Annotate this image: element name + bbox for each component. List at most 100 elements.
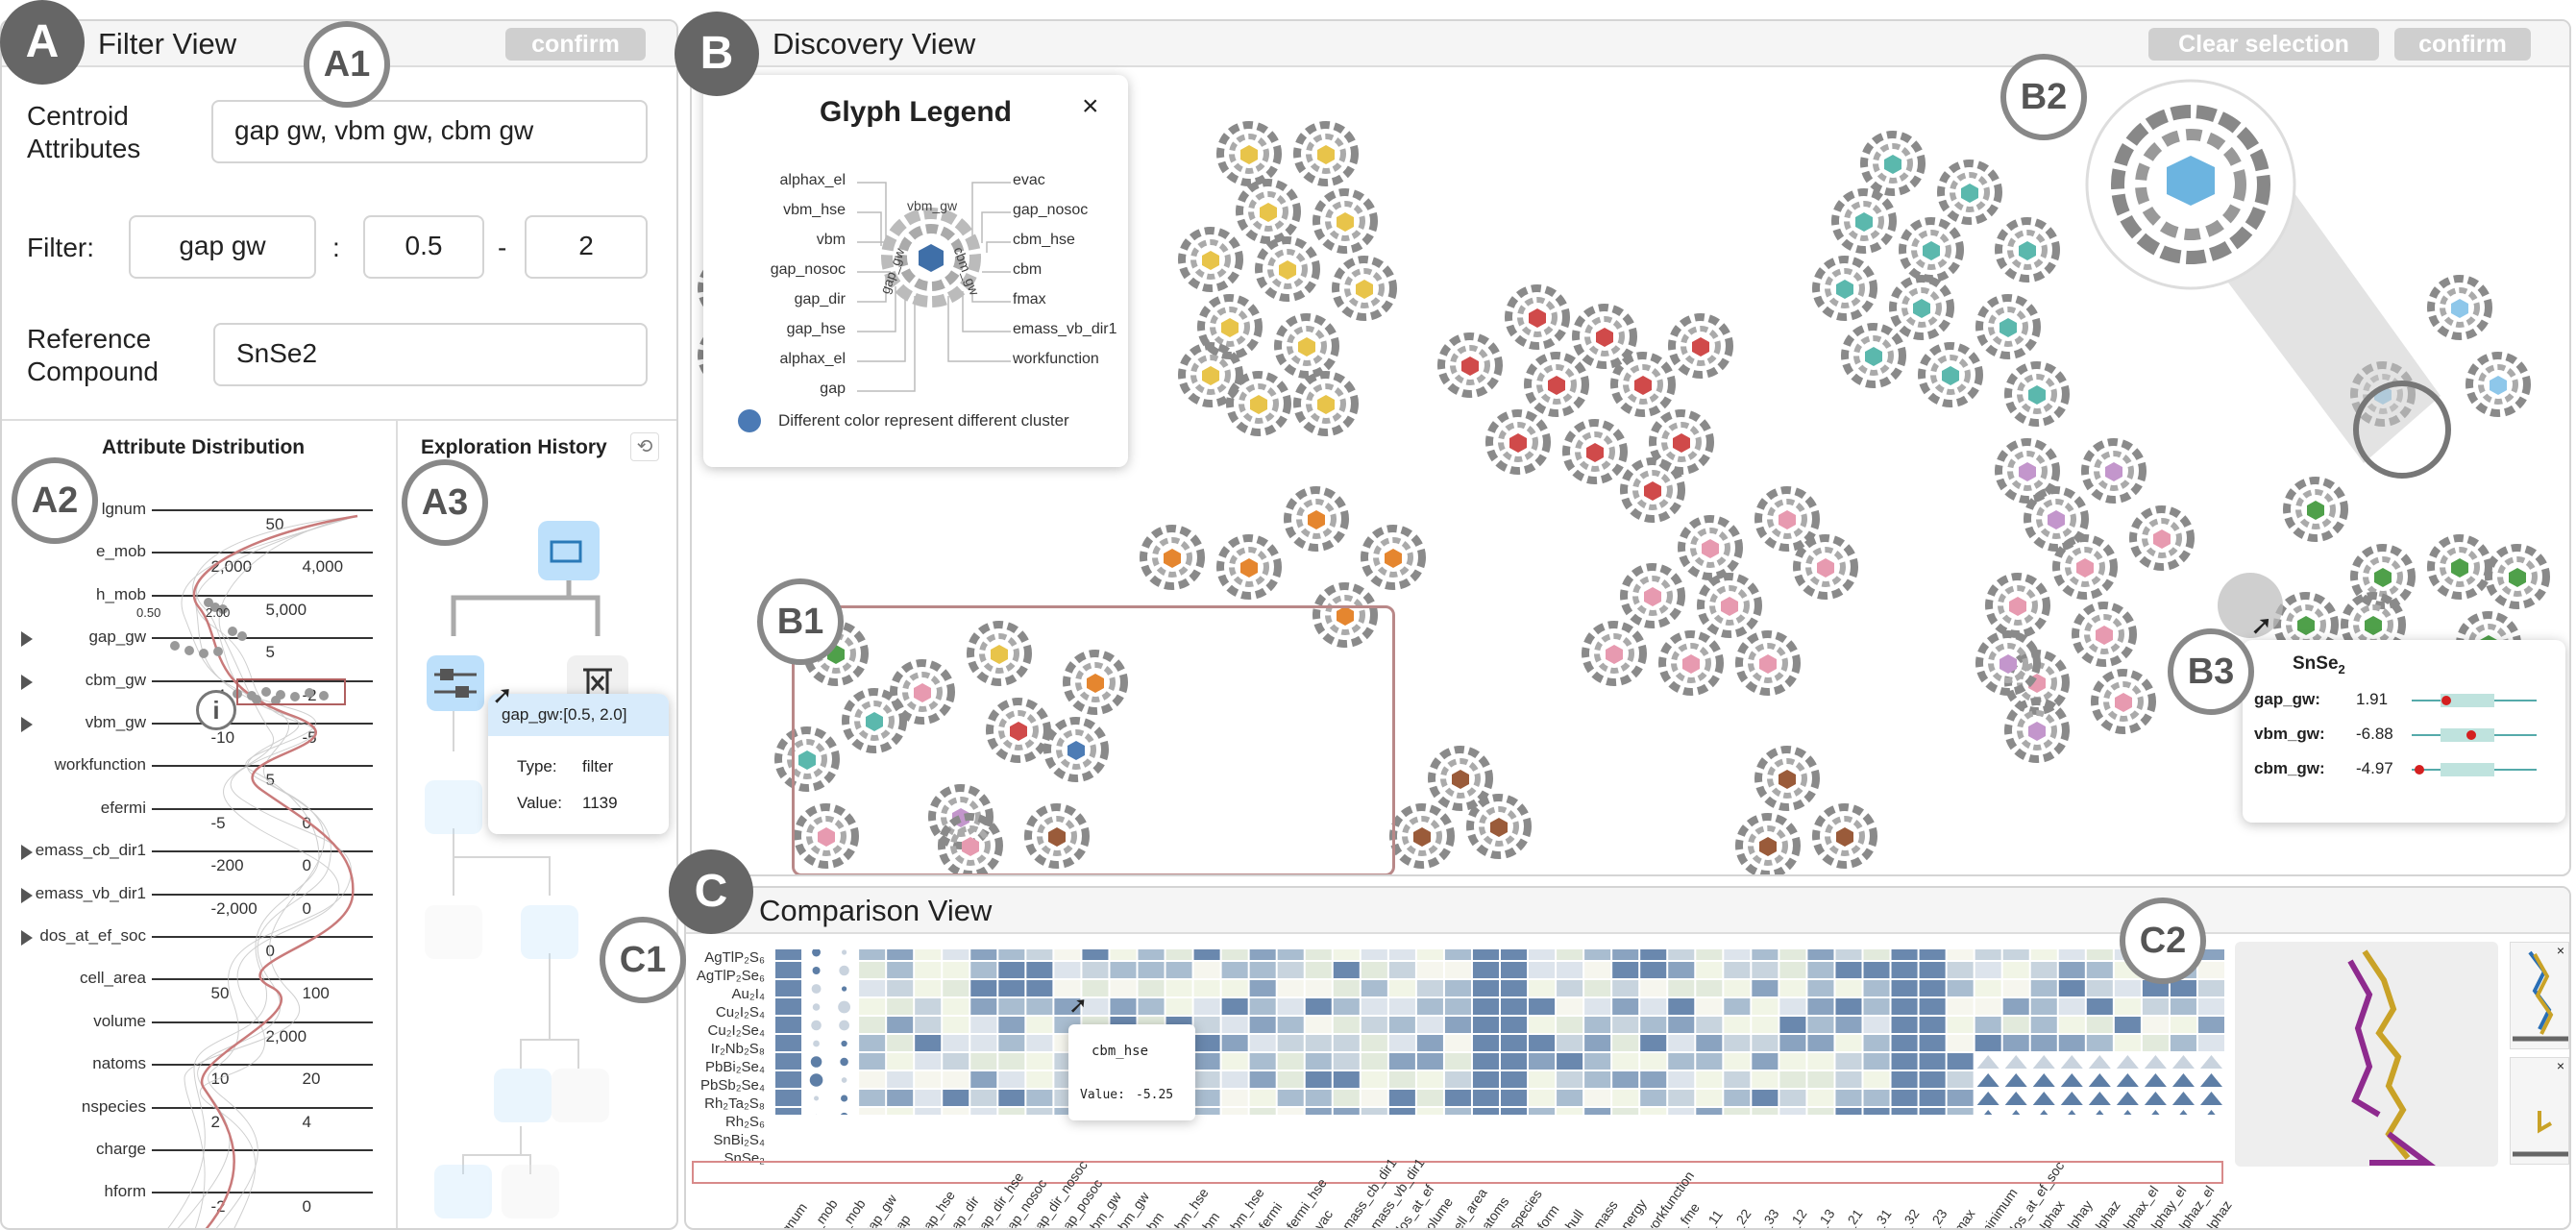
matrix-cell[interactable] (1472, 1071, 1499, 1088)
matrix-cell[interactable] (1529, 1108, 1556, 1115)
matrix-cell[interactable] (1557, 962, 1583, 978)
compound-glyph[interactable] (1197, 294, 1263, 359)
matrix-cell[interactable] (2032, 1073, 2055, 1087)
history-reset-icon[interactable]: ⟲ (630, 432, 659, 461)
matrix-cell[interactable] (1444, 949, 1471, 960)
matrix-cell[interactable] (2199, 1092, 2222, 1105)
matrix-cell[interactable] (839, 965, 849, 976)
matrix-cell[interactable] (1891, 1090, 1918, 1106)
matrix-cell[interactable] (1752, 1053, 1779, 1070)
matrix-cell[interactable] (1863, 1108, 1890, 1115)
expand-axis-icon[interactable] (21, 887, 33, 903)
matrix-cell[interactable] (1863, 1090, 1890, 1106)
matrix-cell[interactable] (2145, 1110, 2167, 1115)
matrix-cell[interactable] (1779, 1053, 1806, 1070)
matrix-row-label[interactable]: AgTlP₂Se₆ (696, 968, 765, 984)
matrix-cell[interactable] (2060, 1055, 2083, 1069)
matrix-cell[interactable] (1249, 1090, 1276, 1106)
matrix-cell[interactable] (2086, 949, 2113, 960)
matrix-cell[interactable] (1026, 962, 1053, 978)
matrix-cell[interactable] (2197, 962, 2224, 978)
matrix-cell[interactable] (2005, 1110, 2027, 1115)
matrix-cell[interactable] (1026, 1090, 1053, 1106)
matrix-column-label[interactable]: gap (888, 1211, 914, 1230)
matrix-cell[interactable] (915, 1108, 942, 1115)
compound-glyph[interactable] (1284, 486, 1349, 552)
matrix-cell[interactable] (998, 962, 1025, 978)
matrix-cell[interactable] (1724, 1035, 1751, 1051)
matrix-cell[interactable] (2142, 1017, 2169, 1033)
matrix-cell[interactable] (1584, 1071, 1611, 1088)
matrix-cell[interactable] (859, 1071, 886, 1088)
matrix-cell[interactable] (1388, 1017, 1415, 1033)
compound-glyph[interactable] (2072, 602, 2137, 667)
matrix-cell[interactable] (1305, 1071, 1332, 1088)
matrix-cell[interactable] (1472, 962, 1499, 978)
close-structure-b-icon[interactable]: × (2556, 1058, 2564, 1073)
matrix-cell[interactable] (1054, 980, 1081, 996)
matrix-cell[interactable] (1919, 962, 1946, 978)
matrix-cell[interactable] (1891, 1035, 1918, 1051)
matrix-cell[interactable] (1333, 1108, 1360, 1115)
matrix-cell[interactable] (1416, 962, 1443, 978)
matrix-cell[interactable] (2114, 980, 2141, 996)
matrix-cell[interactable] (943, 1071, 969, 1088)
compound-glyph[interactable] (1313, 188, 1378, 254)
matrix-cell[interactable] (1584, 949, 1611, 960)
compound-glyph[interactable] (1043, 717, 1109, 782)
matrix-cell[interactable] (915, 962, 942, 978)
matrix-cell[interactable] (775, 1035, 802, 1051)
matrix-cell[interactable] (2200, 1110, 2222, 1115)
matrix-cell[interactable] (943, 1053, 969, 1070)
matrix-cell[interactable] (1752, 949, 1779, 960)
matrix-cell[interactable] (887, 1017, 914, 1033)
matrix-cell[interactable] (1557, 1090, 1583, 1106)
matrix-cell[interactable] (2086, 998, 2113, 1015)
compound-glyph[interactable] (1812, 256, 1877, 321)
matrix-cell[interactable] (1947, 949, 1974, 960)
matrix-cell[interactable] (1919, 980, 1946, 996)
matrix-cell[interactable] (2002, 1017, 2029, 1033)
matrix-cell[interactable] (1557, 1053, 1583, 1070)
compound-glyph[interactable] (928, 784, 994, 849)
matrix-cell[interactable] (2058, 949, 2085, 960)
matrix-cell[interactable] (2142, 1035, 2169, 1051)
matrix-cell[interactable] (1277, 1017, 1304, 1033)
matrix-cell[interactable] (1388, 1053, 1415, 1070)
matrix-cell[interactable] (1807, 980, 1834, 996)
matrix-cell[interactable] (2144, 1073, 2167, 1087)
matrix-cell[interactable] (943, 1108, 969, 1115)
matrix-cell[interactable] (1277, 980, 1304, 996)
matrix-cell[interactable] (2088, 1073, 2111, 1087)
matrix-cell[interactable] (943, 980, 969, 996)
compound-glyph[interactable] (1505, 284, 1570, 350)
matrix-cell[interactable] (1361, 1017, 1387, 1033)
compound-glyph[interactable] (1437, 332, 1503, 398)
matrix-cell[interactable] (1612, 949, 1639, 960)
matrix-cell[interactable] (1026, 980, 1053, 996)
matrix-cell[interactable] (859, 1090, 886, 1106)
matrix-cell[interactable] (841, 1095, 848, 1102)
matrix-cell[interactable] (1976, 1073, 1999, 1087)
matrix-cell[interactable] (1221, 1108, 1248, 1115)
matrix-cell[interactable] (970, 949, 997, 960)
matrix-cell[interactable] (2002, 980, 2029, 996)
matrix-cell[interactable] (813, 1040, 820, 1047)
matrix-cell[interactable] (1388, 962, 1415, 978)
matrix-cell[interactable] (1779, 949, 1806, 960)
matrix-cell[interactable] (1584, 1108, 1611, 1115)
matrix-cell[interactable] (1082, 949, 1109, 960)
matrix-column-label[interactable]: c_21 (1836, 1206, 1866, 1230)
matrix-cell[interactable] (1110, 962, 1137, 978)
matrix-cell[interactable] (1193, 1053, 1220, 1070)
matrix-cell[interactable] (1977, 1110, 1999, 1115)
matrix-cell[interactable] (1249, 949, 1276, 960)
matrix-cell[interactable] (1947, 1017, 1974, 1033)
matrix-cell[interactable] (1640, 1108, 1667, 1115)
matrix-cell[interactable] (1779, 1071, 1806, 1088)
matrix-cell[interactable] (1388, 1090, 1415, 1106)
matrix-cell[interactable] (1277, 1090, 1304, 1106)
matrix-cell[interactable] (1193, 980, 1220, 996)
matrix-cell[interactable] (1835, 949, 1862, 960)
matrix-column-label[interactable]: c_12 (1780, 1206, 1810, 1230)
